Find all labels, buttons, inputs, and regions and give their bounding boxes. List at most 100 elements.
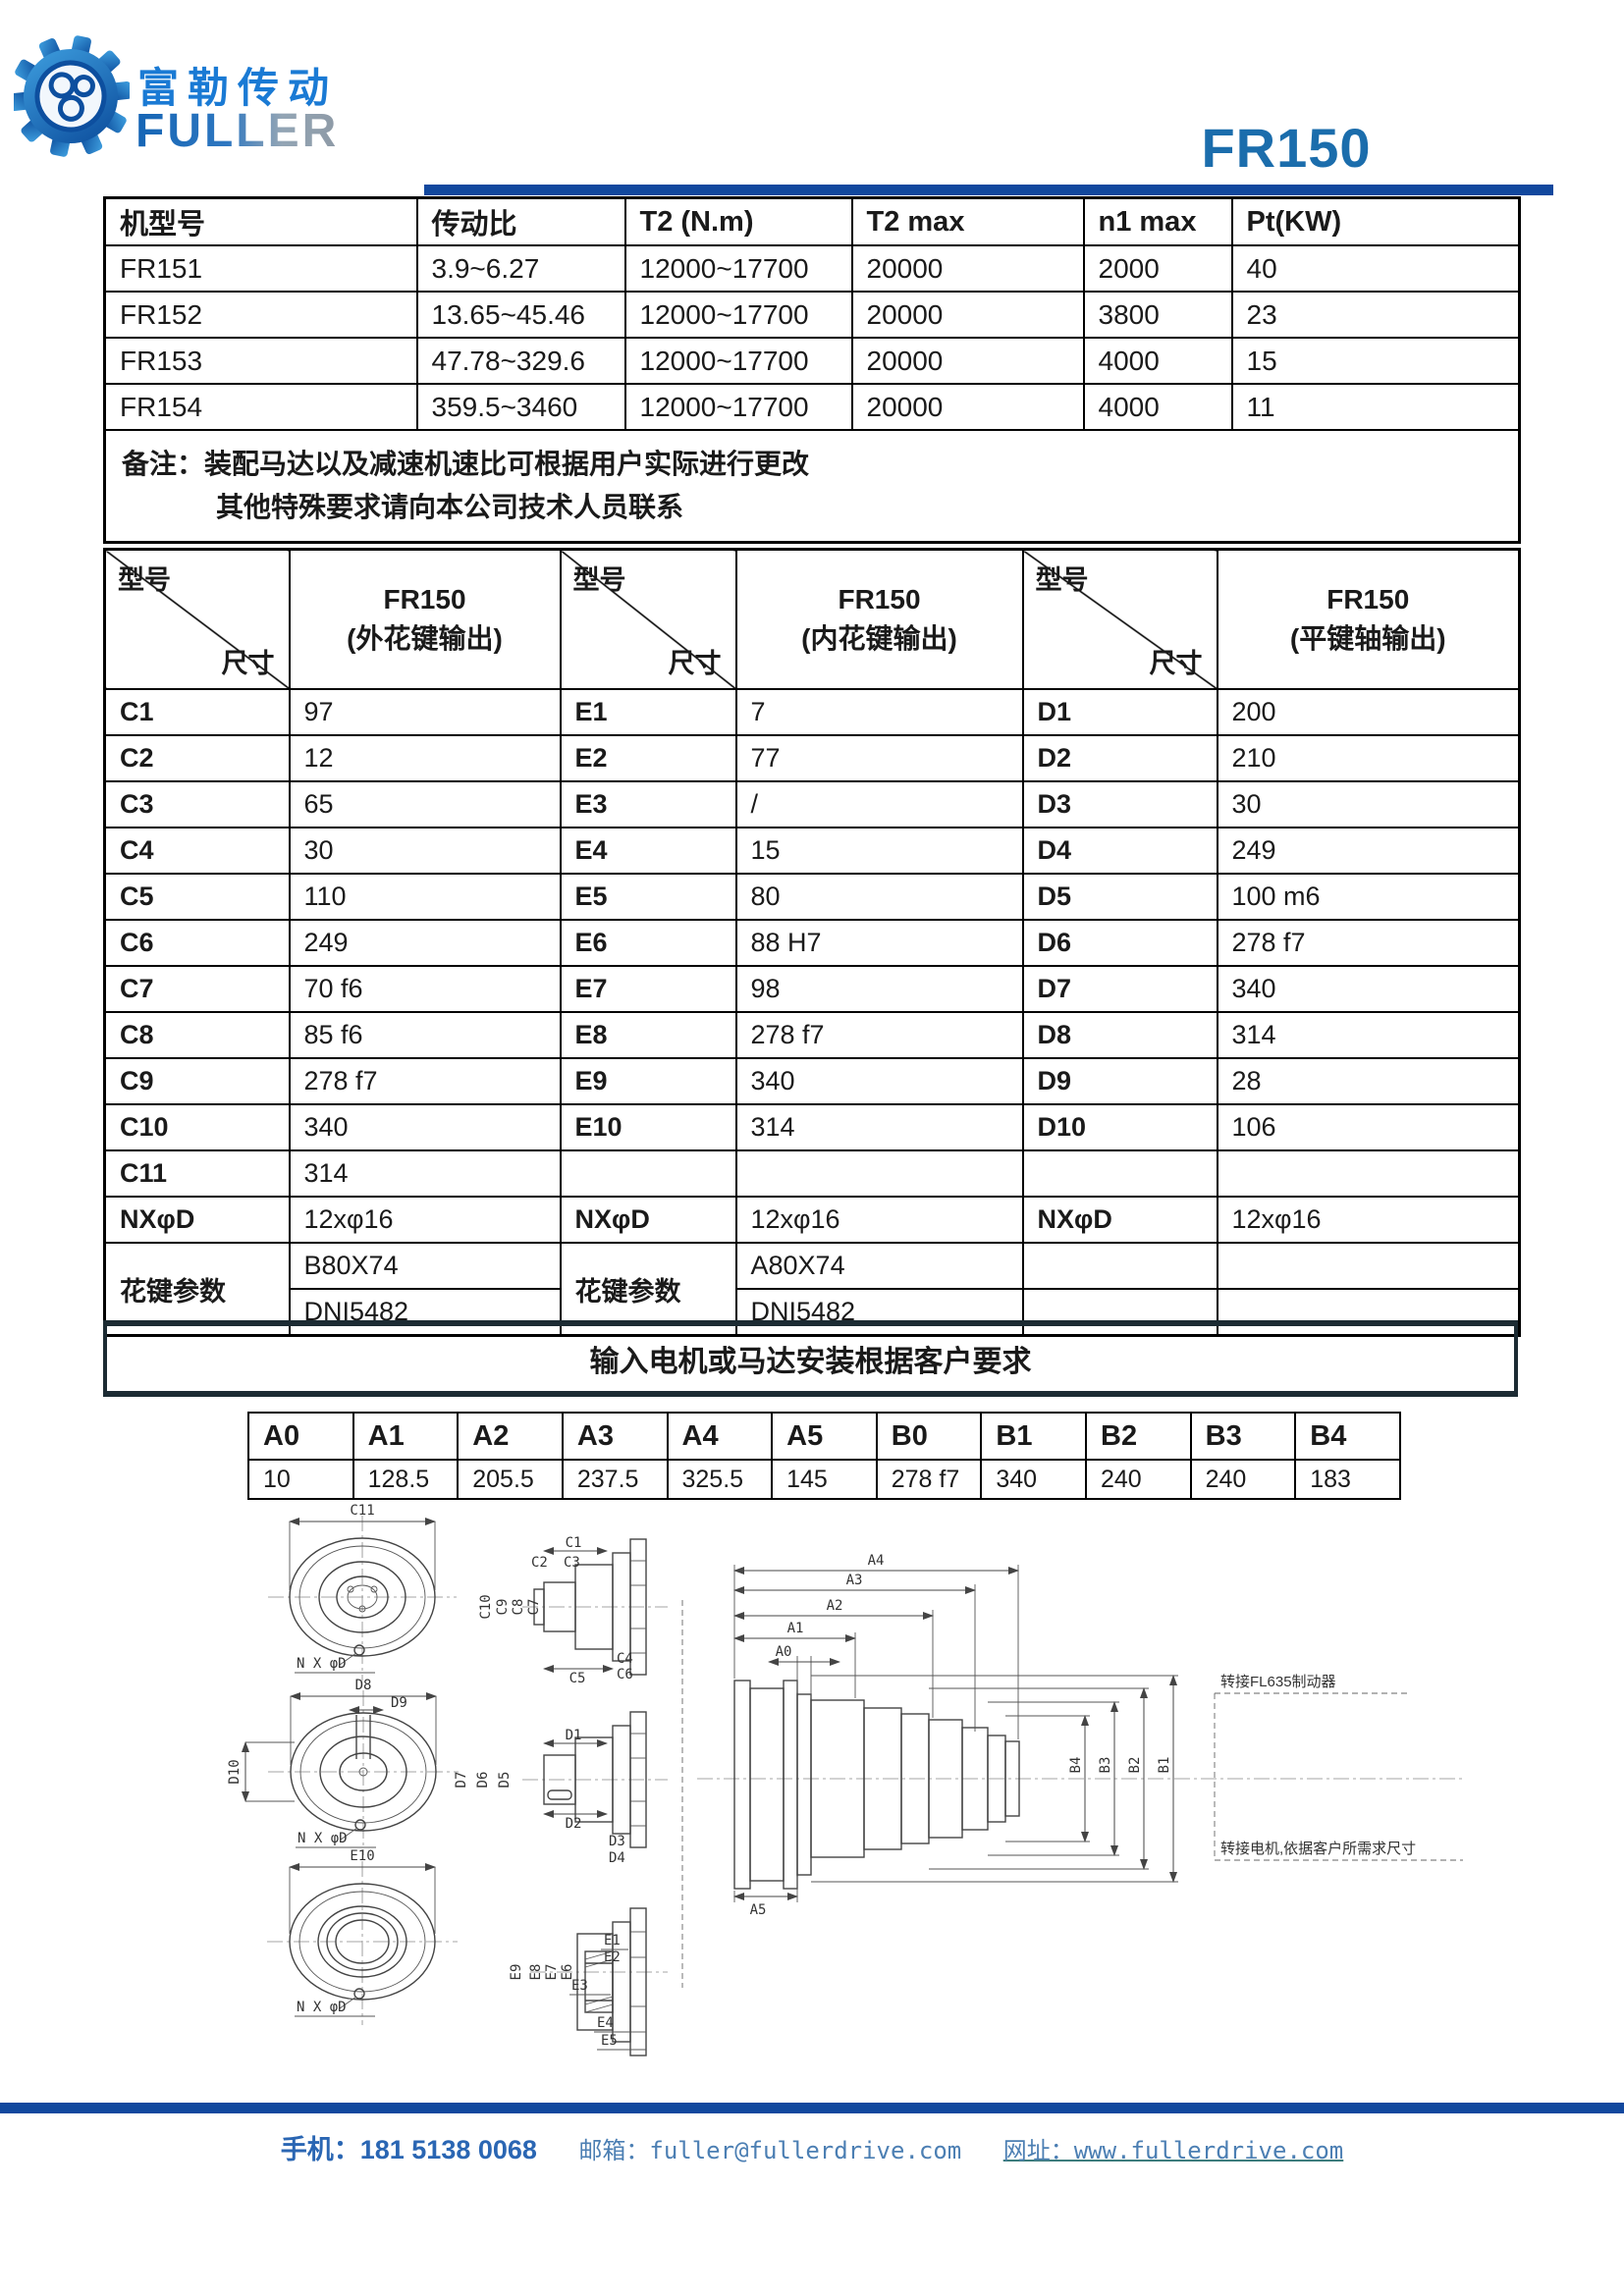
dim-value: 100 m6 (1216, 873, 1521, 921)
spec-cell: 13.65~45.46 (415, 291, 626, 339)
dim-corner-cell: 型号 尺寸 (1021, 548, 1218, 690)
spec-cell: 15 (1230, 337, 1521, 385)
dim-row: 花键参数 B80X74 花键参数 A80X74 (103, 1242, 1521, 1337)
mount-cell: 340 (980, 1459, 1087, 1500)
spec-col-header: 传动比 (415, 196, 626, 246)
dim-cell-empty (1216, 1242, 1521, 1290)
dim-label: C11 (103, 1149, 291, 1198)
dim-label: E9 (559, 1057, 737, 1105)
dim-cell-empty (1021, 1149, 1218, 1198)
dim-label-c8: C8 (511, 1599, 526, 1616)
spec-cell: 3800 (1082, 291, 1233, 339)
dim-corner-cell: 型号 尺寸 (559, 548, 737, 690)
dim-label-a1: A1 (787, 1621, 804, 1636)
dim-label-a2: A2 (827, 1598, 843, 1614)
mount-col-header: A2 (457, 1412, 564, 1461)
dim-label: D7 (1021, 965, 1218, 1013)
dim-label: E4 (559, 827, 737, 875)
mount-col-header: B3 (1189, 1412, 1297, 1461)
front-view-keyshaft-output: D8 D9 D10 N X φD (227, 1678, 459, 1855)
dim-label: D3 (1021, 780, 1218, 828)
dim-cell-empty (1021, 1242, 1218, 1290)
corner-label-size: 尺寸 (221, 649, 275, 678)
mount-col-header: B4 (1294, 1412, 1401, 1461)
dimension-table: 型号 尺寸 FR150 (外花键输出) 型号 尺寸 FR150 (内花键输出) … (103, 548, 1521, 1337)
dim-label-e4: E4 (597, 2015, 614, 2031)
group-title-line1: FR150 (383, 584, 466, 614)
dim-value: 249 (288, 919, 562, 967)
dim-label-e5: E5 (601, 2033, 618, 2049)
mount-col-header: A1 (352, 1412, 460, 1461)
gear-logo-icon (14, 35, 130, 158)
spec-col-header: Pt(KW) (1230, 196, 1521, 246)
footer-contacts: 手机：181 5138 0068 邮箱：fuller@fullerdrive.c… (0, 2128, 1624, 2166)
dim-value: DNI5482 (734, 1288, 1024, 1337)
mount-col-header: B2 (1085, 1412, 1192, 1461)
dim-row: C10 340 E10 314 D10 106 (103, 1103, 1521, 1151)
dim-value: A80X74 (734, 1242, 1024, 1290)
dim-group-title: FR150 (内花键输出) (734, 548, 1024, 690)
dim-row: C1 97 E1 7 D1 200 (103, 688, 1521, 736)
mount-col-header: B1 (980, 1412, 1087, 1461)
dim-label-e10: E10 (350, 1848, 374, 1864)
dim-label: C6 (103, 919, 291, 967)
dim-label-d7: D7 (454, 1772, 469, 1789)
dim-value: 77 (734, 734, 1024, 782)
spec-cell: 4000 (1082, 383, 1233, 431)
side-section-view: A4 A3 A2 A1 A0 A5 B4 B3 (681, 1553, 1463, 1988)
dim-value: 12xφ16 (734, 1196, 1024, 1244)
footer-email[interactable]: 邮箱：fuller@fullerdrive.com (578, 2137, 962, 2164)
mount-cell: 128.5 (352, 1459, 460, 1500)
dim-value: 278 f7 (1216, 919, 1521, 967)
dim-row: C9 278 f7 E9 340 D9 28 (103, 1057, 1521, 1105)
bolt-circle-label: N X φD (297, 2000, 347, 2015)
dim-label: E2 (559, 734, 737, 782)
dim-label-c6: C6 (617, 1667, 633, 1682)
mount-cell: 237.5 (561, 1459, 669, 1500)
dim-value: 88 H7 (734, 919, 1024, 967)
dim-label-d9: D9 (391, 1695, 407, 1711)
dim-label: C4 (103, 827, 291, 875)
dim-row: C8 85 f6 E8 278 f7 D8 314 (103, 1011, 1521, 1059)
footer-website-link[interactable]: 网址：www.fullerdrive.com (1002, 2137, 1344, 2164)
spec-note-line1: 备注：装配马达以及减速机速比可根据用户实际进行更改 (122, 449, 810, 479)
brand-name-en: FULLER (135, 105, 340, 157)
dim-value: DNI5482 (288, 1288, 562, 1337)
dim-value: 30 (1216, 780, 1521, 828)
title-accent-bar (424, 185, 1553, 195)
corner-label-model: 型号 (118, 565, 171, 595)
dim-value: 98 (734, 965, 1024, 1013)
dim-label: NXφD (103, 1196, 291, 1244)
spec-row: FR152 13.65~45.46 12000~17700 20000 3800… (103, 291, 1521, 339)
dim-row: C7 70 f6 E7 98 D7 340 (103, 965, 1521, 1013)
dim-value: 278 f7 (288, 1057, 562, 1105)
dim-label-d3: D3 (609, 1834, 625, 1849)
bolt-circle-label: N X φD (297, 1656, 347, 1672)
dim-label: NXφD (559, 1196, 737, 1244)
dim-value: 314 (288, 1149, 562, 1198)
dim-label-e9: E9 (509, 1964, 524, 1981)
dim-row: C4 30 E4 15 D4 249 (103, 827, 1521, 875)
dim-value: 340 (288, 1103, 562, 1151)
dim-value: 28 (1216, 1057, 1521, 1105)
mounting-banner: 输入电机或马达安装根据客户要求 (103, 1320, 1518, 1397)
dim-value: 12 (288, 734, 562, 782)
dim-label: D1 (1021, 688, 1218, 736)
dim-value: 30 (288, 827, 562, 875)
dim-label-d2: D2 (566, 1816, 582, 1832)
dim-label: D9 (1021, 1057, 1218, 1105)
dim-row: DNI5482 DNI5482 (105, 1288, 1521, 1337)
dim-label: E1 (559, 688, 737, 736)
corner-label-model: 型号 (1035, 565, 1089, 595)
dim-label: D10 (1021, 1103, 1218, 1151)
dim-label: E8 (559, 1011, 737, 1059)
dim-label-b2: B2 (1127, 1757, 1143, 1774)
spec-cell: 359.5~3460 (415, 383, 626, 431)
group-title-line2: (平键轴输出) (1289, 623, 1446, 654)
dim-label: C8 (103, 1011, 291, 1059)
dim-value: 70 f6 (288, 965, 562, 1013)
dim-value: 340 (734, 1057, 1024, 1105)
dim-label-c5: C5 (569, 1671, 586, 1686)
dim-value: 106 (1216, 1103, 1521, 1151)
